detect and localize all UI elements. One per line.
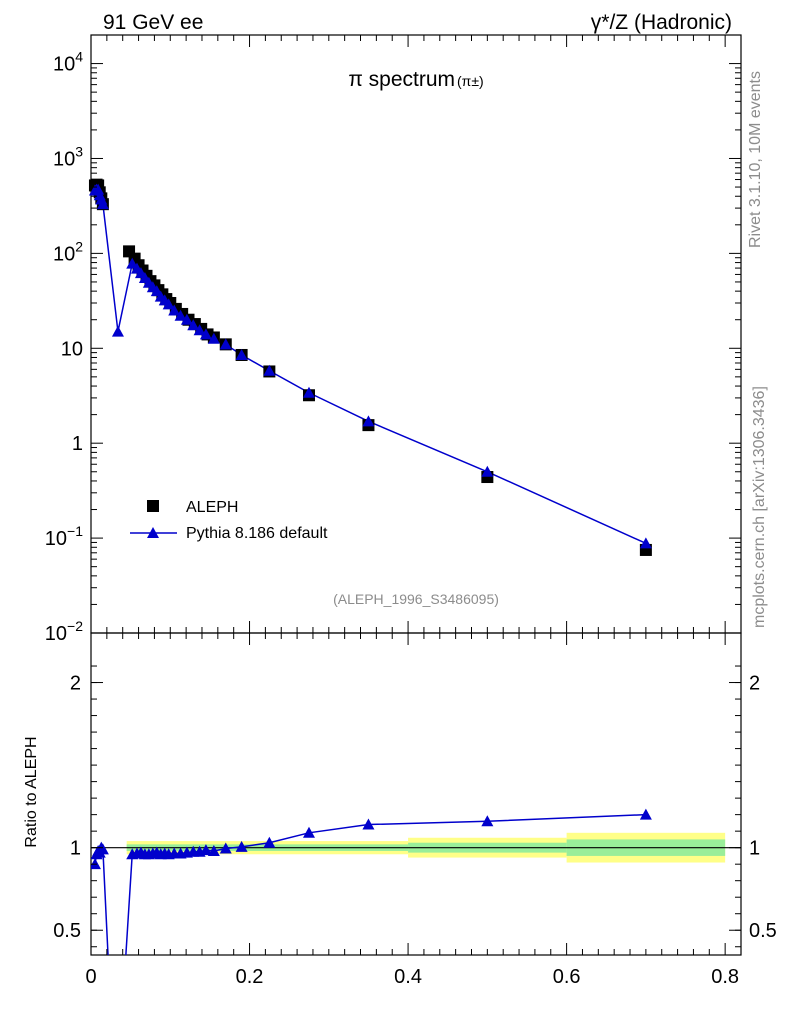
ratio-y-tick-label-left: 1 xyxy=(70,838,81,860)
ratio-pythia-point xyxy=(362,818,375,830)
top-y-tick-label: 102 xyxy=(53,238,83,265)
pythia-point xyxy=(126,257,139,269)
ratio-y-tick-label-right: 0.5 xyxy=(749,920,777,942)
legend-label-aleph: ALEPH xyxy=(186,499,238,516)
pythia-point xyxy=(193,324,206,336)
top-y-tick-label: 1 xyxy=(72,433,83,455)
ratio-pythia-point xyxy=(263,836,276,848)
pythia-point xyxy=(481,465,494,477)
top-y-tick-exponent: 2 xyxy=(75,238,83,254)
ratio-pythia-point xyxy=(481,815,494,827)
top-y-tick-base: 10 xyxy=(53,54,75,76)
pythia-point xyxy=(207,332,220,344)
pythia-point xyxy=(111,325,124,337)
top-y-tick-label: 104 xyxy=(53,49,83,76)
analysis-reference-label: (ALEPH_1996_S3486095) xyxy=(333,591,499,607)
ratio-series-group xyxy=(91,808,652,985)
top-y-tick-base: 10 xyxy=(53,148,75,170)
top-y-tick-label: 10 xyxy=(61,338,83,360)
ratio-pythia-point xyxy=(639,808,652,820)
ratio-plot-frame xyxy=(90,632,742,956)
pythia-point xyxy=(302,386,315,398)
top-y-tick-base: 10 xyxy=(45,528,67,550)
x-tick-label: 0.2 xyxy=(236,966,264,988)
ratio-pythia-point xyxy=(235,840,248,852)
ratio-pythia-point xyxy=(96,843,109,855)
top-y-tick-exponent: 4 xyxy=(75,49,83,65)
x-tick-label: 0.4 xyxy=(394,966,422,988)
legend-marker-pythia xyxy=(147,527,159,538)
x-tick-label: 0.6 xyxy=(553,966,581,988)
top-y-tick-exponent: −1 xyxy=(67,523,83,539)
pythia-point xyxy=(639,537,652,549)
top-y-tick-label: 10−2 xyxy=(45,618,83,645)
ratio-pythia-point xyxy=(219,842,232,854)
pythia-point xyxy=(362,415,375,427)
ratio-pythia-point xyxy=(103,974,115,985)
pythia-point xyxy=(174,309,187,321)
legend-marker-aleph xyxy=(147,500,159,512)
pythia-point xyxy=(263,364,276,376)
top-y-tick-base: 10 xyxy=(61,338,83,360)
pythia-point xyxy=(180,313,193,325)
pythia-point xyxy=(219,338,232,350)
legend-label-pythia: Pythia 8.186 default xyxy=(186,525,328,542)
pythia-point xyxy=(199,328,212,340)
ratio-y-tick-label-left: 2 xyxy=(70,673,81,695)
aleph-data-point xyxy=(123,245,136,258)
x-tick-label: 0 xyxy=(85,966,96,988)
pythia-point xyxy=(162,298,175,310)
top-y-tick-label: 103 xyxy=(53,143,83,170)
top-y-tick-base: 10 xyxy=(53,243,75,265)
top-y-tick-base: 1 xyxy=(72,433,83,455)
ratio-pythia-point xyxy=(207,844,220,856)
ratio-y-tick-label-right: 1 xyxy=(749,838,760,860)
chart-title-main: π spectrum xyxy=(348,68,455,91)
pythia-line xyxy=(94,188,647,545)
top-y-tick-exponent: 3 xyxy=(75,143,83,159)
pythia-point xyxy=(168,304,181,316)
mcplots-label: mcplots.cern.ch [arXiv:1306.3436] xyxy=(751,386,768,628)
chart-title-sub: (π±) xyxy=(457,73,484,89)
ratio-axis-label: Ratio to ALEPH xyxy=(23,736,40,847)
top-y-tick-exponent: −2 xyxy=(67,618,83,634)
x-tick-label: 0.8 xyxy=(711,966,739,988)
legend: ALEPH Pythia 8.186 default xyxy=(130,499,328,542)
ratio-y-tick-label-left: 0.5 xyxy=(53,920,81,942)
header-right-label: γ*/Z (Hadronic) xyxy=(591,11,732,34)
pythia-point xyxy=(96,198,109,210)
ratio-pythia-point xyxy=(302,826,315,838)
top-y-tick-base: 10 xyxy=(45,623,67,645)
rivet-version-label: Rivet 3.1.10, 10M events xyxy=(747,71,764,248)
ratio-pythia-point xyxy=(118,974,130,985)
ratio-y-tick-label-right: 2 xyxy=(749,673,760,695)
header-left-label: 91 GeV ee xyxy=(103,11,203,34)
chart-title: π spectrum (π±) xyxy=(348,68,483,91)
pythia-point xyxy=(187,319,200,331)
ratio-pythia-point xyxy=(199,844,212,856)
pythia-point xyxy=(235,348,248,360)
top-y-tick-label: 10−1 xyxy=(45,523,83,550)
